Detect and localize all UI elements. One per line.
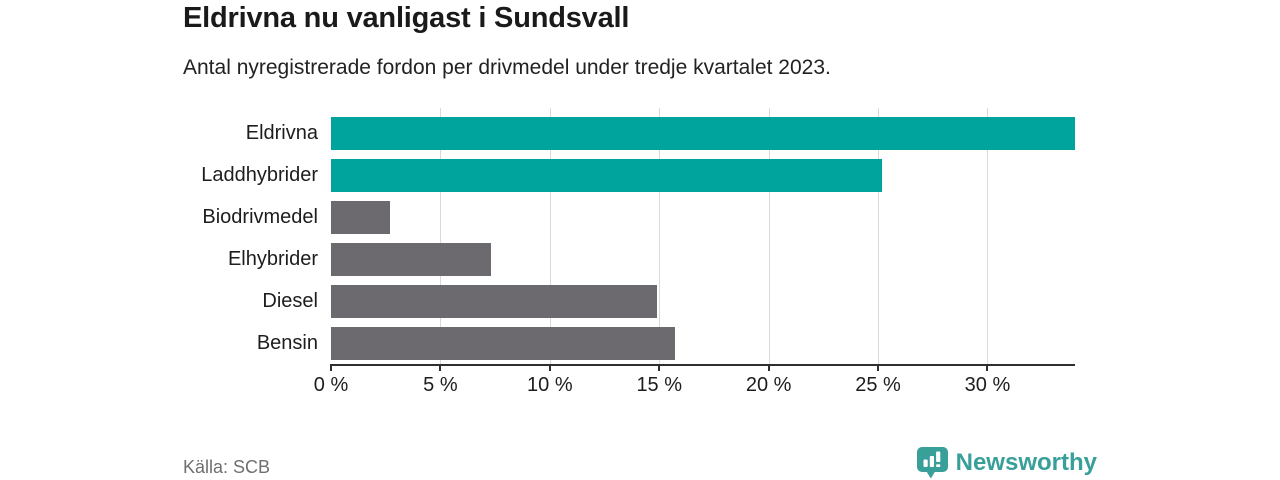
x-axis-tick-0	[330, 364, 332, 371]
gridline-15	[659, 108, 661, 364]
category-label-elhybrider: Elhybrider	[227, 248, 318, 270]
category-label-diesel: Diesel	[262, 290, 318, 312]
x-axis-tick-label-10: 10 %	[527, 374, 573, 396]
bar-laddhybrider	[331, 159, 883, 192]
x-axis-tick-20	[767, 364, 770, 371]
gridline-5	[440, 108, 442, 364]
x-axis-tick-label-30: 30 %	[964, 374, 1011, 396]
bar-bensin	[331, 327, 675, 360]
gridline-25	[878, 108, 880, 364]
gridline-20	[768, 108, 770, 364]
category-label-eldrivna: Eldrivna	[245, 122, 318, 144]
newsworthy-logo-text: Newsworthy	[955, 449, 1097, 476]
x-axis-tick-25	[877, 364, 880, 371]
newsworthy-logo: Newsworthy	[916, 446, 1097, 480]
x-axis-tick-label-15: 15 %	[636, 374, 683, 396]
gridline-30	[987, 108, 989, 364]
newsworthy-logo-icon	[916, 446, 949, 480]
category-label-laddhybrider: Laddhybrider	[201, 164, 318, 186]
x-axis-tick-5	[439, 364, 442, 371]
bar-elhybrider	[331, 243, 491, 276]
x-axis-tick-30	[986, 364, 989, 371]
x-axis-tick-label-5: 5 %	[423, 374, 458, 396]
x-axis-tick-label-25: 25 %	[855, 374, 901, 396]
x-axis-tick-15	[658, 364, 661, 371]
source-note: Källa: SCB	[183, 457, 271, 477]
gridline-10	[549, 108, 551, 364]
chart-subtitle: Antal nyregistrerade fordon per drivmede…	[183, 56, 831, 79]
category-label-bensin: Bensin	[256, 332, 318, 354]
bar-chart: 0 % 5 % 10 % 15 % 20 % 25 % 30 % Eldrivna Laddh…	[183, 108, 1075, 396]
x-axis-tick-label-20: 20 %	[745, 374, 792, 396]
bar-biodrivmedel	[331, 201, 391, 234]
plot-area: 0 % 5 % 10 % 15 % 20 % 25 % 30 %	[314, 108, 1075, 396]
chart-title: Eldrivna nu vanligast i Sundsvall	[183, 2, 630, 34]
x-axis-tick-label-0: 0 %	[313, 374, 349, 396]
bar-eldrivna	[331, 117, 1075, 150]
x-axis-tick-10	[548, 364, 551, 371]
bar-diesel	[331, 285, 658, 318]
category-label-biodrivmedel: Biodrivmedel	[202, 206, 318, 228]
